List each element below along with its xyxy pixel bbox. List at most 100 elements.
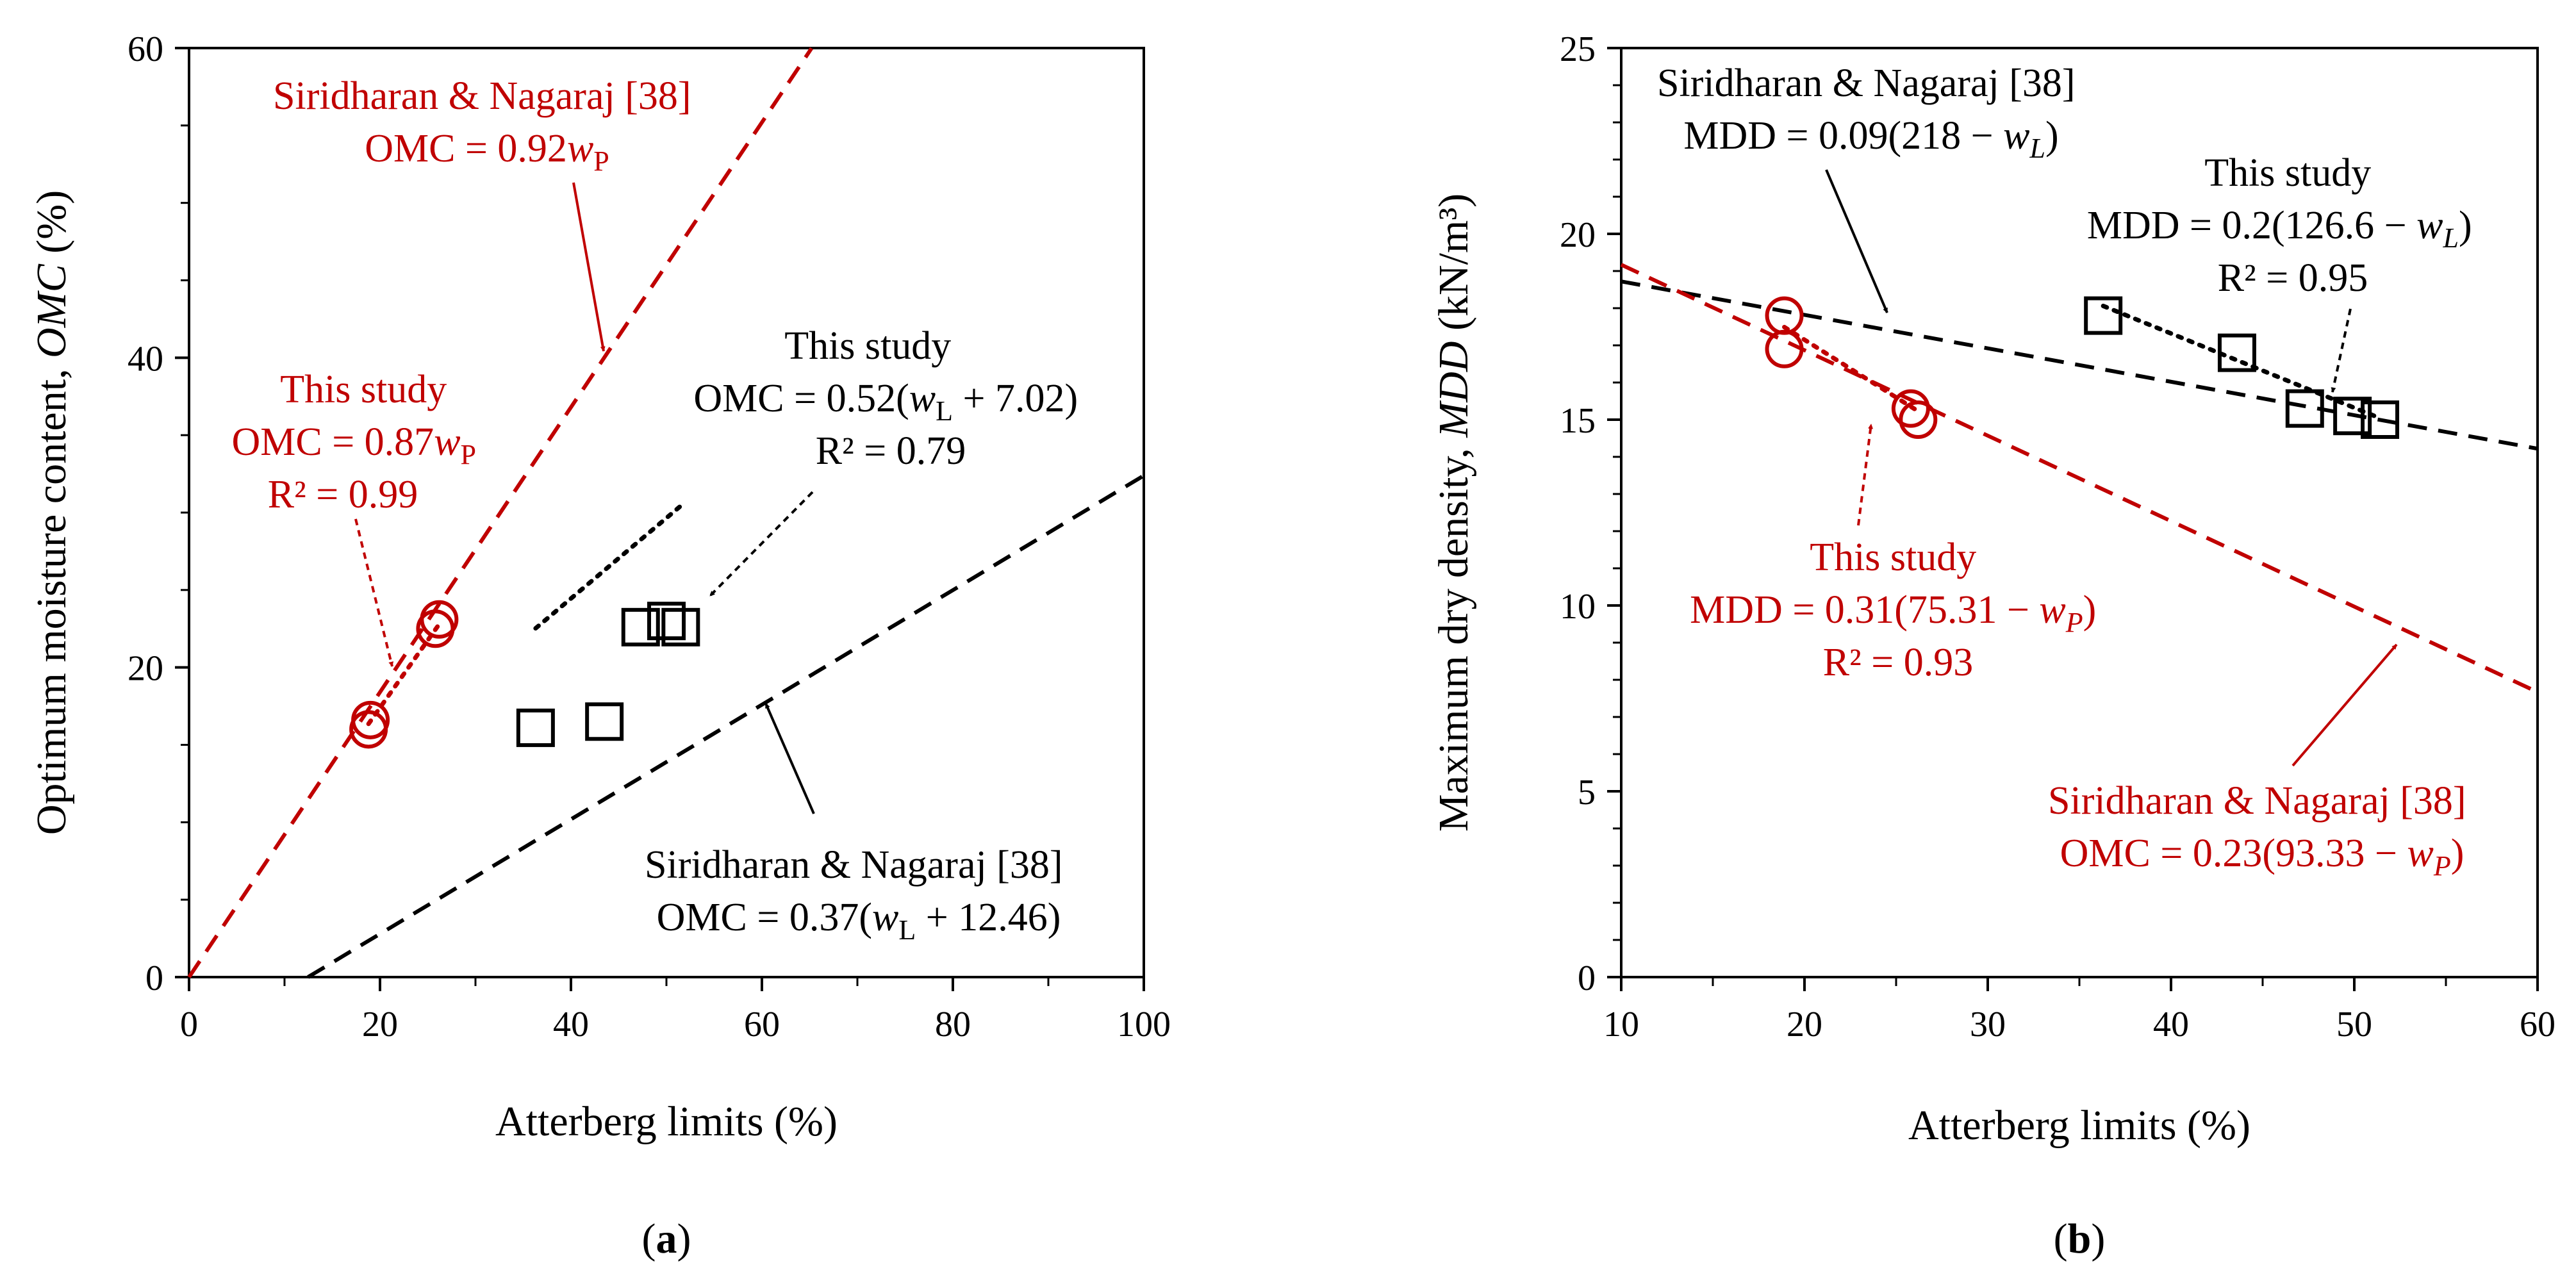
annotation-b-sn-wp-line1: Siridharan & Nagaraj [38] <box>2048 779 2466 823</box>
annotation-a-this-wl-line2: OMC = 0.52(wL + 7.02) <box>693 377 1078 427</box>
trend-line-siridharan-nagaraj-wp <box>187 47 813 978</box>
y-tick-label: 15 <box>1560 401 1596 441</box>
annotation-b-this-wp: This study MDD = 0.31(75.31 − wP) R² = 0… <box>1690 536 2106 684</box>
trend-line-this-study-wl <box>533 504 683 631</box>
data-point-circle <box>1765 329 1804 368</box>
data-point-circle <box>420 600 459 639</box>
annotation-a-sn-wl: Siridharan & Nagaraj [38] OMC = 0.37(wL … <box>645 843 1073 946</box>
y-tick-label: 60 <box>128 29 163 69</box>
annotation-b-this-wl-line1: This study <box>2204 151 2371 195</box>
data-point-square <box>621 607 660 646</box>
annotation-a-sn-wp: Siridharan & Nagaraj [38] OMC = 0.92wP <box>273 74 701 177</box>
chart-panel-b: 10 20 30 40 50 60 0 5 10 15 20 25 Atterberg limits… <box>1430 29 2555 1262</box>
data-point-circle <box>1899 400 1938 439</box>
y-axis-title-a: Optimum moisture content, OMC (%) <box>28 190 75 835</box>
data-point-square <box>585 702 624 741</box>
arrow-a-sn-wl <box>764 703 815 814</box>
y-tick-label: 20 <box>128 649 163 689</box>
panel-label-a: (a) <box>642 1215 691 1262</box>
annotation-a-this-wp-line1: This study <box>280 368 447 411</box>
data-points-b <box>1765 296 2400 439</box>
x-tick-label: 80 <box>935 1005 971 1044</box>
x-tick-label: 30 <box>1970 1005 2006 1044</box>
x-tick-label: 40 <box>2153 1005 2189 1044</box>
x-axis-title-b: Atterberg limits (%) <box>1908 1102 2250 1149</box>
annotation-b-this-wl: This study MDD = 0.2(126.6 − wL) R² = 0.… <box>2087 151 2482 300</box>
tick-marks-b <box>1607 47 2539 991</box>
arrow-a-this-wl <box>709 491 814 597</box>
x-tick-label: 40 <box>553 1005 589 1044</box>
annotation-a-this-wl: This study OMC = 0.52(wL + 7.02) R² = 0.… <box>693 324 1087 473</box>
annotation-b-sn-wp: Siridharan & Nagaraj [38] OMC = 0.23(93.… <box>2048 779 2476 882</box>
y-axis-title-b-suffix: (kN/m³) <box>1430 193 1477 342</box>
annotation-b-sn-wl: Siridharan & Nagaraj [38] MDD = 0.09(218… <box>1657 62 2085 164</box>
annotation-a-this-wp-line2: OMC = 0.87wP <box>231 420 476 470</box>
x-tick-label: 100 <box>1117 1005 1171 1044</box>
data-point-square <box>516 708 555 747</box>
annotation-b-this-wp-line1: This study <box>1810 536 1976 579</box>
y-axis-title-a-italic: OMC <box>28 263 75 358</box>
arrow-b-this-wl <box>2331 308 2352 393</box>
y-axis-title-a-main: Optimum moisture content, <box>28 358 75 835</box>
data-point-square <box>2217 333 2256 372</box>
x-tick-label: 0 <box>180 1005 198 1044</box>
panel-label-b: (b) <box>2054 1215 2106 1262</box>
y-tick-label: 5 <box>1578 773 1596 812</box>
annotation-a-this-wl-line3: R² = 0.79 <box>816 429 966 473</box>
y-tick-label: 10 <box>1560 587 1596 627</box>
annotation-a-this-wp: This study OMC = 0.87wP R² = 0.99 <box>231 368 486 516</box>
annotation-b-this-wl-line2: MDD = 0.2(126.6 − wL) <box>2087 204 2472 254</box>
x-tick-label: 60 <box>2520 1005 2555 1044</box>
y-tick-labels-a: 0 20 40 60 <box>128 29 163 998</box>
x-axis-title-a: Atterberg limits (%) <box>495 1098 838 1145</box>
y-axis-title-b-main: Maximum dry density, <box>1430 438 1477 832</box>
trend-line-siridharan-nagaraj-wl <box>1621 279 2538 451</box>
x-tick-label: 10 <box>1603 1005 1639 1044</box>
arrow-b-this-wp <box>1857 424 1874 526</box>
annotation-b-this-wp-line2: MDD = 0.31(75.31 − wP) <box>1690 588 2096 638</box>
y-tick-label: 20 <box>1560 215 1596 255</box>
trend-line-this-study-wl <box>2101 304 2382 421</box>
y-axis-title-b: Maximum dry density, MDD (kN/m³) <box>1430 193 1477 832</box>
data-point-square <box>647 602 686 641</box>
arrow-a-this-wp <box>354 518 394 667</box>
annotation-a-this-wp-line3: R² = 0.99 <box>268 473 418 516</box>
x-tick-label: 20 <box>1787 1005 1822 1044</box>
y-tick-label: 40 <box>128 339 163 379</box>
annotation-b-sn-wl-line2: MDD = 0.09(218 − wL) <box>1683 114 2058 164</box>
arrow-b-sn-wp <box>2291 643 2398 767</box>
arrow-a-sn-wp <box>572 182 606 352</box>
annotation-b-sn-wp-line2: OMC = 0.23(93.33 − wP) <box>2060 832 2465 882</box>
trend-lines-a <box>187 47 1145 979</box>
y-tick-label: 0 <box>1578 959 1596 998</box>
x-tick-labels-b: 10 20 30 40 50 60 <box>1603 1005 2555 1044</box>
annotation-a-sn-wp-line2: OMC = 0.92wP <box>365 127 609 177</box>
annotation-b-sn-wl-line1: Siridharan & Nagaraj [38] <box>1657 62 2075 105</box>
annotation-a-this-wl-line1: This study <box>784 324 951 368</box>
data-point-square <box>661 607 700 646</box>
data-point-circle <box>1891 389 1930 428</box>
tick-marks-a <box>175 47 1145 991</box>
annotation-a-sn-wl-line2: OMC = 0.37(wL + 12.46) <box>657 896 1061 946</box>
annotation-b-this-wl-line3: R² = 0.95 <box>2218 256 2368 300</box>
trend-line-this-study-wp <box>366 621 442 727</box>
data-points-a <box>349 600 700 749</box>
x-tick-labels-a: 0 20 40 60 80 100 <box>180 1005 1171 1044</box>
annotation-a-sn-wp-line1: Siridharan & Nagaraj [38] <box>273 74 691 118</box>
arrow-b-sn-wl <box>1825 169 1888 313</box>
y-axis-title-b-italic: MDD <box>1430 341 1477 438</box>
annotation-a-sn-wl-line1: Siridharan & Nagaraj [38] <box>645 843 1062 887</box>
data-point-square <box>2333 397 2372 436</box>
x-tick-label: 60 <box>744 1005 780 1044</box>
data-point-square <box>2285 389 2324 428</box>
x-tick-label: 20 <box>362 1005 398 1044</box>
y-tick-labels-b: 0 5 10 15 20 25 <box>1560 29 1596 998</box>
annotation-b-this-wp-line3: R² = 0.93 <box>1823 641 1973 684</box>
y-tick-label: 25 <box>1560 29 1596 69</box>
data-point-square <box>2361 400 2400 439</box>
y-tick-label: 0 <box>145 959 163 998</box>
data-point-square <box>2084 296 2123 335</box>
data-point-circle <box>351 700 390 739</box>
x-tick-label: 50 <box>2336 1005 2372 1044</box>
